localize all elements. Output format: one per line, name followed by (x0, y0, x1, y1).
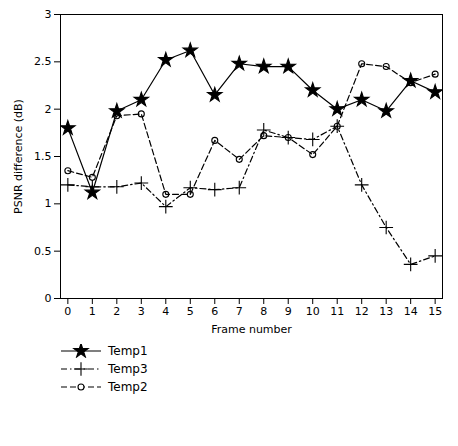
svg-text:1: 1 (89, 305, 96, 318)
svg-text:9: 9 (285, 305, 292, 318)
svg-text:10: 10 (306, 305, 320, 318)
svg-text:11: 11 (330, 305, 344, 318)
svg-text:4: 4 (162, 305, 169, 318)
svg-text:13: 13 (379, 305, 393, 318)
svg-text:2: 2 (45, 103, 52, 116)
svg-text:2.5: 2.5 (34, 55, 52, 68)
svg-text:0: 0 (64, 305, 71, 318)
svg-text:Frame number: Frame number (211, 323, 292, 336)
svg-text:0.5: 0.5 (34, 245, 52, 258)
svg-text:3: 3 (138, 305, 145, 318)
svg-text:PSNR difference (dB): PSNR difference (dB) (12, 99, 25, 214)
html-text:Temp2: Temp2 (108, 380, 148, 394)
svg-text:3: 3 (45, 8, 52, 21)
svg-text:1.5: 1.5 (34, 150, 52, 163)
svg-text:5: 5 (187, 305, 194, 318)
svg-text:6: 6 (211, 305, 218, 318)
html-text:Temp3: Temp3 (108, 362, 148, 376)
svg-text:14: 14 (404, 305, 418, 318)
svg-text:8: 8 (260, 305, 267, 318)
svg-text:7: 7 (236, 305, 243, 318)
svg-text:15: 15 (428, 305, 442, 318)
svg-text:12: 12 (355, 305, 369, 318)
svg-text:0: 0 (45, 292, 52, 305)
svg-text:2: 2 (113, 305, 120, 318)
html-text:Temp1: Temp1 (108, 344, 148, 358)
svg-text:1: 1 (45, 197, 52, 210)
